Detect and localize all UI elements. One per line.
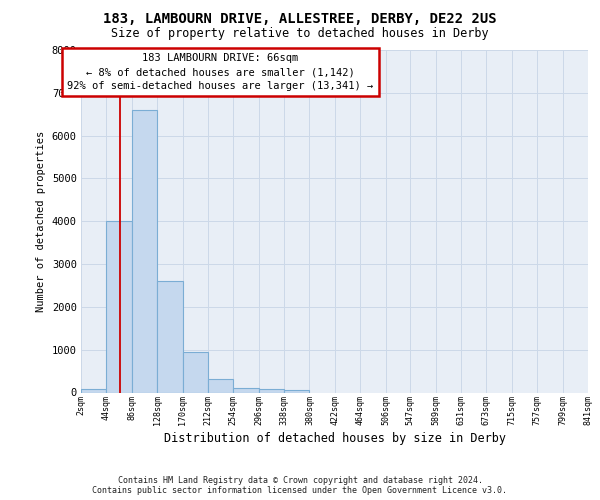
Bar [106, 221, 132, 392]
Bar [81, 390, 106, 392]
Text: Size of property relative to detached houses in Derby: Size of property relative to detached ho… [111, 28, 489, 40]
Bar [259, 390, 284, 392]
Text: Contains HM Land Registry data © Crown copyright and database right 2024.: Contains HM Land Registry data © Crown c… [118, 476, 482, 485]
Bar [208, 378, 233, 392]
Bar [132, 110, 157, 393]
Bar [182, 352, 208, 393]
Bar [157, 281, 182, 392]
Text: Contains public sector information licensed under the Open Government Licence v3: Contains public sector information licen… [92, 486, 508, 495]
Y-axis label: Number of detached properties: Number of detached properties [36, 130, 46, 312]
Bar [233, 388, 259, 392]
Text: 183, LAMBOURN DRIVE, ALLESTREE, DERBY, DE22 2US: 183, LAMBOURN DRIVE, ALLESTREE, DERBY, D… [103, 12, 497, 26]
X-axis label: Distribution of detached houses by size in Derby: Distribution of detached houses by size … [163, 432, 505, 445]
Bar [284, 390, 310, 392]
Text: 183 LAMBOURN DRIVE: 66sqm
← 8% of detached houses are smaller (1,142)
92% of sem: 183 LAMBOURN DRIVE: 66sqm ← 8% of detach… [67, 54, 374, 92]
